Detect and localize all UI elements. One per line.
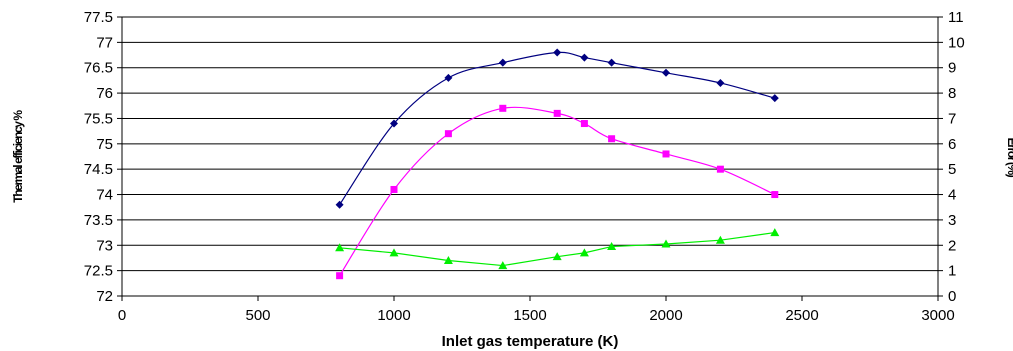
right-tick-label: 1 <box>948 263 956 280</box>
grid-lines <box>122 16 938 272</box>
right-tick-label: 0 <box>948 288 956 305</box>
axes <box>117 16 943 301</box>
data-point-square <box>716 165 724 173</box>
data-point-square <box>771 191 779 199</box>
right-tick-label: 4 <box>948 187 956 204</box>
left-tick-label: 74 <box>96 187 113 204</box>
data-point-diamond <box>607 58 616 67</box>
series-group <box>335 48 780 280</box>
x-tick-label: 2000 <box>649 307 682 324</box>
left-tick-label: 76 <box>96 85 113 102</box>
right-axis-title: Error (%) <box>1005 138 1013 178</box>
series-line <box>339 51 775 206</box>
data-point-square <box>608 135 616 143</box>
data-point-triangle <box>579 248 589 257</box>
data-point-square <box>444 130 452 138</box>
data-point-diamond <box>580 53 589 62</box>
series-line <box>339 231 775 267</box>
data-point-triangle <box>335 243 345 252</box>
right-tick-label: 8 <box>948 85 956 102</box>
data-point-square <box>499 104 507 112</box>
data-point-triangle <box>607 242 617 251</box>
left-tick-label: 77 <box>96 34 113 51</box>
left-tick-label: 77.5 <box>84 9 113 26</box>
data-point-diamond <box>662 68 670 77</box>
data-point-square <box>336 272 344 280</box>
right-tick-label: 10 <box>948 34 965 51</box>
right-tick-label: 2 <box>948 237 956 254</box>
right-tick-label: 11 <box>948 9 964 26</box>
right-tick-label: 7 <box>948 110 956 127</box>
left-tick-label: 75 <box>96 136 113 153</box>
data-point-triangle <box>389 248 399 257</box>
right-axis-tick-labels: 0 1 2 3 4 5 6 7 8 9 10 11 <box>948 9 965 305</box>
x-tick-label: 500 <box>245 307 270 324</box>
data-point-square <box>390 185 398 193</box>
data-point-triangle <box>552 252 562 261</box>
data-point-square <box>662 150 670 158</box>
right-tick-label: 5 <box>948 161 956 178</box>
data-point-triangle <box>715 235 725 244</box>
data-point-triangle <box>498 261 508 270</box>
right-tick-label: 9 <box>948 60 956 77</box>
data-point-triangle <box>661 239 671 248</box>
data-point-diamond <box>770 94 779 103</box>
data-point-diamond <box>444 73 453 82</box>
data-point-diamond <box>335 200 344 209</box>
series-2 <box>336 104 779 280</box>
left-tick-label: 73.5 <box>84 212 113 229</box>
right-tick-label: 3 <box>948 212 956 229</box>
left-tick-label: 73 <box>96 237 113 254</box>
left-tick-label: 72 <box>96 288 113 305</box>
x-axis-tick-labels: 0 500 1000 1500 2000 2500 3000 <box>118 307 955 324</box>
left-tick-label: 74.5 <box>84 161 113 178</box>
series-line <box>339 106 776 277</box>
data-point-diamond <box>498 58 507 67</box>
left-axis-title: Thermal efficiency % <box>11 110 25 203</box>
x-tick-label: 3000 <box>921 307 954 324</box>
data-point-square <box>580 120 588 128</box>
left-tick-label: 76.5 <box>84 60 113 77</box>
x-axis-title: Inlet gas temperature (K) <box>442 333 619 350</box>
left-axis-tick-labels: 72 72.5 73 73.5 74 74.5 75 75.5 76 76.5 77 77.5 <box>84 9 113 305</box>
x-tick-label: 2500 <box>785 307 818 324</box>
data-point-diamond <box>553 48 562 57</box>
data-point-triangle <box>443 255 453 264</box>
series-3 <box>335 228 780 270</box>
x-tick-label: 0 <box>118 307 126 324</box>
right-tick-label: 6 <box>948 136 956 153</box>
data-point-diamond <box>390 119 398 128</box>
left-tick-label: 72.5 <box>84 263 113 280</box>
data-point-diamond <box>716 78 725 87</box>
data-point-triangle <box>770 228 780 237</box>
series-1 <box>335 48 779 209</box>
x-tick-label: 1000 <box>377 307 410 324</box>
x-tick-label: 1500 <box>513 307 546 324</box>
left-tick-label: 75.5 <box>84 110 113 127</box>
data-point-square <box>553 109 561 117</box>
